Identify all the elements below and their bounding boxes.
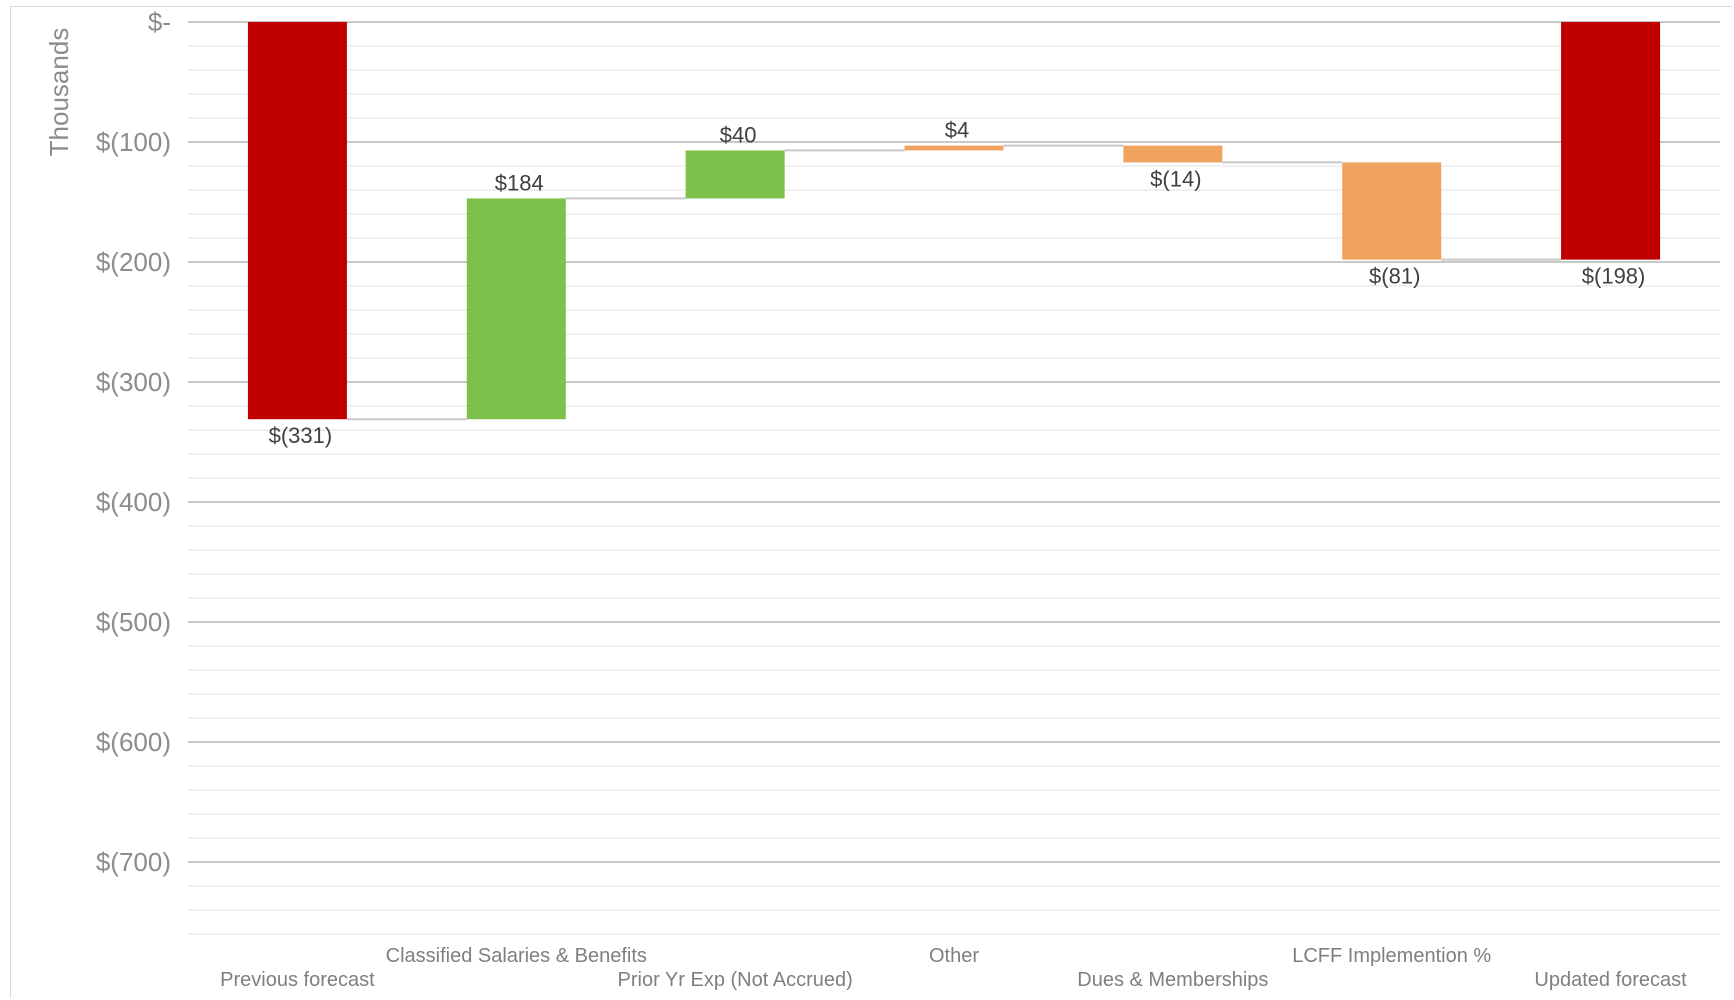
chart-frame — [10, 6, 1732, 998]
bars — [247, 22, 1661, 420]
y-tick-label: $(400) — [96, 487, 171, 517]
category-label: Dues & Memberships — [1077, 969, 1268, 991]
category-label: LCFF Implemention % — [1292, 945, 1491, 967]
data-labels: $(331) $184 $40 $4 $(14) $(81) $(198) — [269, 118, 1646, 449]
category-label: Classified Salaries & Benefits — [386, 945, 647, 967]
data-label: $40 — [720, 122, 757, 147]
connectors — [346, 144, 1562, 421]
y-axis-title: Thousands — [44, 28, 74, 157]
waterfall-bar — [1561, 22, 1661, 260]
y-axis-ticks: $- $(100) $(200) $(300) $(400) $(500) $(600) $(… — [96, 7, 171, 877]
category-label: Other — [929, 945, 979, 967]
data-label: $(331) — [269, 423, 333, 448]
data-label: $(14) — [1150, 166, 1201, 191]
category-label: Previous forecast — [220, 969, 375, 991]
data-label: $(198) — [1582, 264, 1646, 289]
gridlines — [188, 21, 1720, 935]
waterfall-bar — [247, 22, 347, 420]
y-tick-label: $(200) — [96, 247, 171, 277]
waterfall-bar — [466, 198, 566, 420]
category-label: Updated forecast — [1534, 969, 1687, 991]
y-tick-label: $(300) — [96, 367, 171, 397]
data-label: $184 — [495, 170, 544, 195]
category-label: Prior Yr Exp (Not Accrued) — [618, 969, 853, 991]
y-tick-label: $(600) — [96, 727, 171, 757]
data-label: $(81) — [1369, 264, 1420, 289]
y-tick-label: $(500) — [96, 607, 171, 637]
waterfall-bar — [1342, 162, 1442, 260]
y-tick-label: $- — [148, 7, 171, 37]
data-label: $4 — [945, 118, 969, 143]
waterfall-bar — [685, 150, 785, 199]
waterfall-bar — [904, 145, 1004, 151]
category-labels: Previous forecast Classified Salaries & B… — [220, 945, 1687, 991]
y-tick-label: $(700) — [96, 847, 171, 877]
waterfall-bar — [1123, 145, 1223, 163]
y-tick-label: $(100) — [96, 127, 171, 157]
